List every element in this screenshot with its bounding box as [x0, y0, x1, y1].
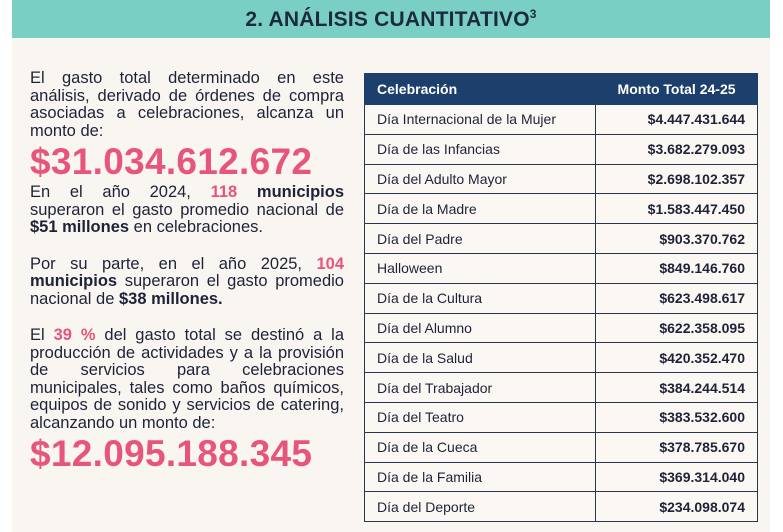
bold-amount: $38 millones.: [119, 289, 223, 308]
text: superaron el gasto promedio nacional de: [30, 272, 344, 308]
paragraph-2025: Por su parte, en el año 2025, 104 munici…: [30, 254, 344, 309]
celebration-amount: $623.498.617: [595, 282, 758, 314]
celebration-name: Día de la Cueca: [363, 431, 597, 463]
table-row: Día del Adulto Mayor $2.698.102.357: [363, 163, 758, 195]
table-row: Día de la Cueca $378.785.670: [363, 431, 758, 463]
section-banner: 2. ANÁLISIS CUANTITATIVO3: [12, 0, 770, 38]
text: superaron el gasto promedio nacional de: [30, 200, 344, 219]
celebration-amount: $1.583.447.450: [595, 193, 758, 225]
highlight-percent: 39 %: [53, 326, 96, 344]
celebration-name: Día de la Familia: [363, 461, 597, 493]
bold-text: municipios: [237, 183, 344, 201]
celebration-amount: $369.314.040: [595, 461, 758, 493]
table-row: Día del Deporte $234.098.074: [363, 491, 758, 523]
highlight-count: 118: [210, 183, 238, 201]
table-row: Día Internacional de la Mujer $4.447.431.…: [363, 104, 758, 135]
table-row: Día del Trabajador $384.244.514: [363, 372, 758, 403]
celebration-name: Día del Alumno: [363, 312, 597, 344]
table-row: Día de la Madre $1.583.447.450: [363, 193, 758, 225]
celebration-name: Día del Teatro: [363, 401, 597, 433]
celebration-name: Halloween: [363, 252, 597, 284]
celebration-name: Día del Trabajador: [363, 372, 597, 403]
celebration-amount: $383.532.600: [595, 401, 758, 433]
summary-text: El gasto total determinado en este análi…: [30, 69, 344, 476]
celebration-amount: $4.447.431.644: [595, 104, 758, 135]
text: del gasto total se destinó a la producci…: [30, 326, 344, 432]
paragraph-2024: En el año 2024, 118 municipios superaron…: [30, 183, 344, 237]
title-text: 2. ANÁLISIS CUANTITATIVO: [245, 7, 530, 31]
paragraph-percentage: El 39 % del gasto total se destinó a la …: [30, 326, 344, 432]
celebration-name: Día del Deporte: [363, 491, 597, 523]
table-row: Día del Teatro $383.532.600: [363, 401, 758, 433]
text: El: [30, 326, 54, 344]
highlight-count: 104: [316, 254, 344, 273]
total-amount: $31.034.612.672: [30, 141, 313, 182]
celebration-name: Día de las Infancias: [363, 133, 597, 165]
celebration-amount: $849.146.760: [595, 252, 758, 284]
celebration-name: Día del Adulto Mayor: [363, 163, 597, 195]
celebration-amount: $622.358.095: [595, 312, 758, 344]
table-row: Día de la Salud $420.352.470: [363, 342, 758, 374]
table-row: Halloween $849.146.760: [363, 252, 758, 284]
table-row: Día de la Cultura $623.498.617: [363, 282, 758, 314]
footnote-marker: 3: [529, 6, 537, 21]
text: en celebraciones.: [129, 218, 263, 236]
bold-text: municipios: [30, 272, 118, 290]
table-row: Día del Alumno $622.358.095: [363, 312, 758, 344]
celebration-amount: $903.370.762: [595, 223, 758, 254]
section-title: 2. ANÁLISIS CUANTITATIVO3: [245, 7, 536, 32]
intro-paragraph: El gasto total determinado en este análi…: [30, 69, 344, 140]
celebration-amount: $3.682.279.093: [595, 133, 758, 165]
celebration-name: Día de la Madre: [363, 193, 597, 225]
column-header-amount: Monto Total 24-25: [595, 73, 758, 105]
celebration-amount: $384.244.514: [595, 372, 758, 403]
bold-amount: $51 millones: [30, 218, 130, 236]
table-row: Día de las Infancias $3.682.279.093: [363, 133, 758, 165]
celebration-amount: $234.098.074: [595, 491, 758, 523]
services-amount: $12.095.188.345: [30, 433, 313, 474]
celebration-amount: $2.698.102.357: [595, 163, 758, 195]
celebrations-table: Celebración Monto Total 24-25 Día Intern…: [363, 73, 758, 523]
celebration-amount: $420.352.470: [595, 342, 758, 374]
text: En el año 2024,: [30, 183, 211, 201]
table-row: Día de la Familia $369.314.040: [363, 461, 758, 493]
table-row: Día del Padre $903.370.762: [363, 223, 758, 254]
text: Por su parte, en el año 2025,: [30, 254, 317, 273]
column-header-celebration: Celebración: [363, 73, 597, 105]
celebration-name: Día del Padre: [363, 223, 597, 254]
celebration-name: Día Internacional de la Mujer: [363, 104, 597, 135]
table-header: Celebración Monto Total 24-25: [363, 73, 758, 105]
celebration-name: Día de la Salud: [363, 342, 597, 374]
celebration-amount: $378.785.670: [595, 431, 758, 463]
celebration-name: Día de la Cultura: [363, 282, 597, 314]
